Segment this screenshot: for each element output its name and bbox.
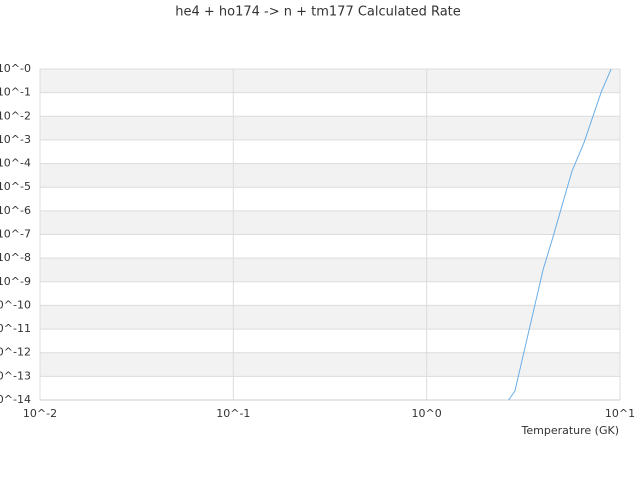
x-tick-label: 10^-2 — [23, 407, 57, 420]
y-tick-label: 10^-0 — [0, 62, 31, 75]
y-tick-label: 10^-11 — [0, 322, 31, 335]
band — [40, 210, 620, 235]
x-tick-label: 10^1 — [605, 407, 635, 420]
y-tick-label: 10^-6 — [0, 204, 31, 217]
band — [40, 163, 620, 188]
bands — [40, 69, 620, 377]
y-tick-label: 10^-3 — [0, 133, 31, 146]
band — [40, 116, 620, 140]
y-tick-label: 10^-8 — [0, 251, 31, 264]
y-tick-label: 10^-10 — [0, 298, 31, 311]
band — [40, 352, 620, 377]
x-axis-label: Temperature (GK) — [521, 424, 620, 437]
x-tick-label: 10^-1 — [216, 407, 250, 420]
band — [40, 258, 620, 282]
plot-area — [507, 69, 612, 400]
band — [40, 305, 620, 330]
y-tick-label: 10^-4 — [0, 157, 31, 170]
y-tick-label: 10^-14 — [0, 393, 31, 406]
y-tick-label: 10^-1 — [0, 86, 31, 99]
y-tick-label: 10^-5 — [0, 180, 31, 193]
y-tick-label: 10^-13 — [0, 369, 31, 382]
data-line — [507, 69, 612, 400]
x-tick-label: 10^0 — [412, 407, 442, 420]
y-tick-label: 10^-2 — [0, 109, 31, 122]
y-tick-label: 10^-9 — [0, 275, 31, 288]
chart-title: he4 + ho174 -> n + tm177 Calculated Rate — [175, 5, 461, 20]
y-tick-label: 10^-12 — [0, 346, 31, 359]
tick-labels: 10^-0 10^-1 10^-2 10^-3 10^-4 10^-5 10^-6 10^-7… — [0, 62, 635, 420]
band — [40, 69, 620, 93]
y-tick-label: 10^-7 — [0, 228, 31, 241]
